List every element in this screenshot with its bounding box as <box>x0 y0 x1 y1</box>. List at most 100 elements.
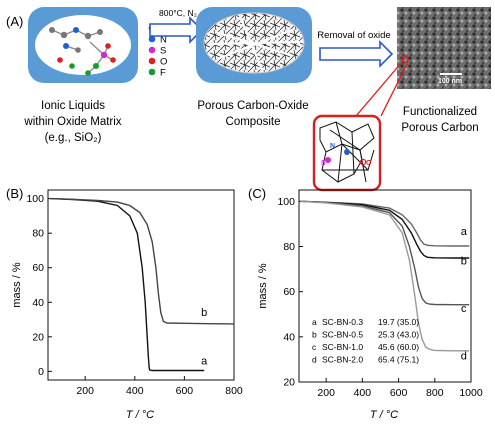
y-tick-label: 60 <box>283 286 295 298</box>
y-tick-label: 40 <box>283 331 295 343</box>
legend-label-o: O <box>160 57 167 68</box>
legend-dot-s <box>148 46 156 54</box>
caption-functionalized-line2: Porous Carbon <box>401 122 478 134</box>
caption-functionalized-line1: Functionalized <box>403 106 477 118</box>
panel-a-schematic: (A) CNSOF <box>6 7 491 192</box>
sem-scale-bar <box>440 73 462 75</box>
sem-zoom-marker <box>401 55 409 63</box>
panel-c-sample-table: a SC-BN-0.3 19.7 (35.0) b SC-BN-0.5 25.3 (43.… <box>312 317 419 365</box>
table-row-value: 19.7 (35.0) <box>378 317 419 327</box>
legend-dot-f <box>148 68 156 76</box>
sem-micrograph <box>397 7 491 89</box>
panel-c-chart: (C) mass / % T / °C 200 400 600 800 1000 20 4… <box>248 186 483 421</box>
ionic-liquid-atoms <box>49 27 116 76</box>
caption-ionic-liquids: Ionic Liquids within Oxide Matrix (e.g.,… <box>23 100 121 144</box>
y-tick-label: 80 <box>32 228 44 240</box>
composite-box <box>196 7 312 83</box>
x-tick-label: 400 <box>126 385 144 397</box>
series-line-a <box>300 200 470 247</box>
y-tick-label: 80 <box>283 241 295 253</box>
panel-b-label: (B) <box>6 186 23 201</box>
arrow-carbonization-shape <box>149 16 204 44</box>
y-tick-label: 100 <box>277 196 295 208</box>
arrow-oxide-removal: Removal of oxide <box>317 30 394 68</box>
x-tick-label: 200 <box>317 387 335 399</box>
caption-functionalized: Functionalized Porous Carbon <box>401 106 478 134</box>
table-row-value: 25.3 (43.0) <box>378 330 419 340</box>
panel-b-xlabel: T / °C <box>126 409 154 421</box>
panel-c-series <box>300 200 470 352</box>
inset-carbon-network <box>319 121 375 183</box>
caption-ionic-liquids-line2: within Oxide Matrix <box>23 116 121 128</box>
ionic-liquid-box <box>28 7 138 83</box>
x-tick-label: 600 <box>390 387 408 399</box>
porous-carbon-inset: N S O <box>312 114 382 192</box>
arrow-oxide-removal-label: Removal of oxide <box>317 30 390 41</box>
series-line-b <box>300 200 470 259</box>
inset-sulfur-dot <box>325 157 331 163</box>
series-label-c: c <box>461 303 467 315</box>
panel-c-xlabel: T / °C <box>370 409 398 421</box>
panel-b-chart: (B) mass / % T / °C 200 400 600 800 0 20 40 60… <box>6 186 243 421</box>
panel-a-label: (A) <box>6 14 23 29</box>
x-tick-label: 800 <box>426 387 444 399</box>
arrow-carbonization: 800°C, N₂ <box>149 8 204 44</box>
table-row-sample: SC-BN-2.0 <box>322 355 363 365</box>
caption-ionic-liquids-line3: (e.g., SiO₂) <box>45 132 102 144</box>
panel-b-series-labels: ab <box>201 307 208 367</box>
panel-c-frame <box>298 189 472 383</box>
table-row-letter: a <box>312 317 317 327</box>
legend-dot-n <box>148 35 156 43</box>
y-tick-label: 40 <box>32 297 44 309</box>
x-tick-label: 600 <box>176 385 194 397</box>
series-line-b <box>50 197 235 325</box>
x-tick-label: 200 <box>76 385 94 397</box>
table-row-letter: d <box>312 355 317 365</box>
y-tick-label: 100 <box>26 193 44 205</box>
panel-b-frame <box>47 189 235 381</box>
series-line-c <box>300 200 470 306</box>
panel-c-xticks: 200 400 600 800 1000 <box>317 378 483 399</box>
legend-label-s: S <box>160 46 166 57</box>
y-tick-label: 60 <box>32 262 44 274</box>
panel-b-series <box>50 197 235 372</box>
zoom-line-left <box>355 61 403 117</box>
caption-composite: Porous Carbon-Oxide Composite <box>197 100 308 128</box>
legend-label-f: F <box>160 68 166 79</box>
table-row-letter: b <box>312 330 317 340</box>
series-line-d <box>300 200 470 352</box>
series-label-a: a <box>461 226 468 238</box>
legend-dot-o <box>148 57 156 65</box>
arrow-oxide-removal-shape <box>319 40 394 68</box>
table-row-sample: SC-BN-0.3 <box>322 317 363 327</box>
panel-c-series-labels: a b c d <box>461 226 468 362</box>
table-row-sample: SC-BN-1.0 <box>322 342 363 352</box>
inset-nitrogen-dot <box>344 149 350 155</box>
ionic-liquid-area <box>35 15 131 75</box>
caption-composite-line2: Composite <box>226 116 281 128</box>
panel-c-yticks: 20 40 60 80 100 <box>277 196 303 389</box>
panel-b-ylabel: mass / % <box>11 262 23 307</box>
table-row-value: 45.6 (60.0) <box>378 342 419 352</box>
table-row-letter: c <box>312 342 317 352</box>
composite-mesh-strands <box>209 15 301 71</box>
series-label-a: a <box>201 355 208 367</box>
panel-c-ylabel: mass / % <box>257 263 269 308</box>
series-label-b: b <box>201 307 207 319</box>
x-tick-label: 1000 <box>459 387 483 399</box>
y-tick-label: 20 <box>32 331 44 343</box>
sem-scale-label: 100 nm <box>438 78 462 85</box>
y-tick-label: 20 <box>283 377 295 389</box>
inset-oxygen-dot <box>359 158 367 166</box>
panel-b-xticks: 200 400 600 800 <box>76 376 243 397</box>
x-tick-label: 400 <box>354 387 372 399</box>
inset-label-o: O <box>366 160 372 167</box>
inset-label-s: S <box>321 160 326 167</box>
caption-composite-line1: Porous Carbon-Oxide <box>197 100 308 112</box>
caption-ionic-liquids-line1: Ionic Liquids <box>41 100 105 112</box>
inset-label-n: N <box>330 143 335 150</box>
panel-b-yticks: 0 20 40 60 80 100 <box>26 193 52 378</box>
sem-image: 100 nm <box>397 7 491 89</box>
series-label-d: d <box>461 350 467 362</box>
